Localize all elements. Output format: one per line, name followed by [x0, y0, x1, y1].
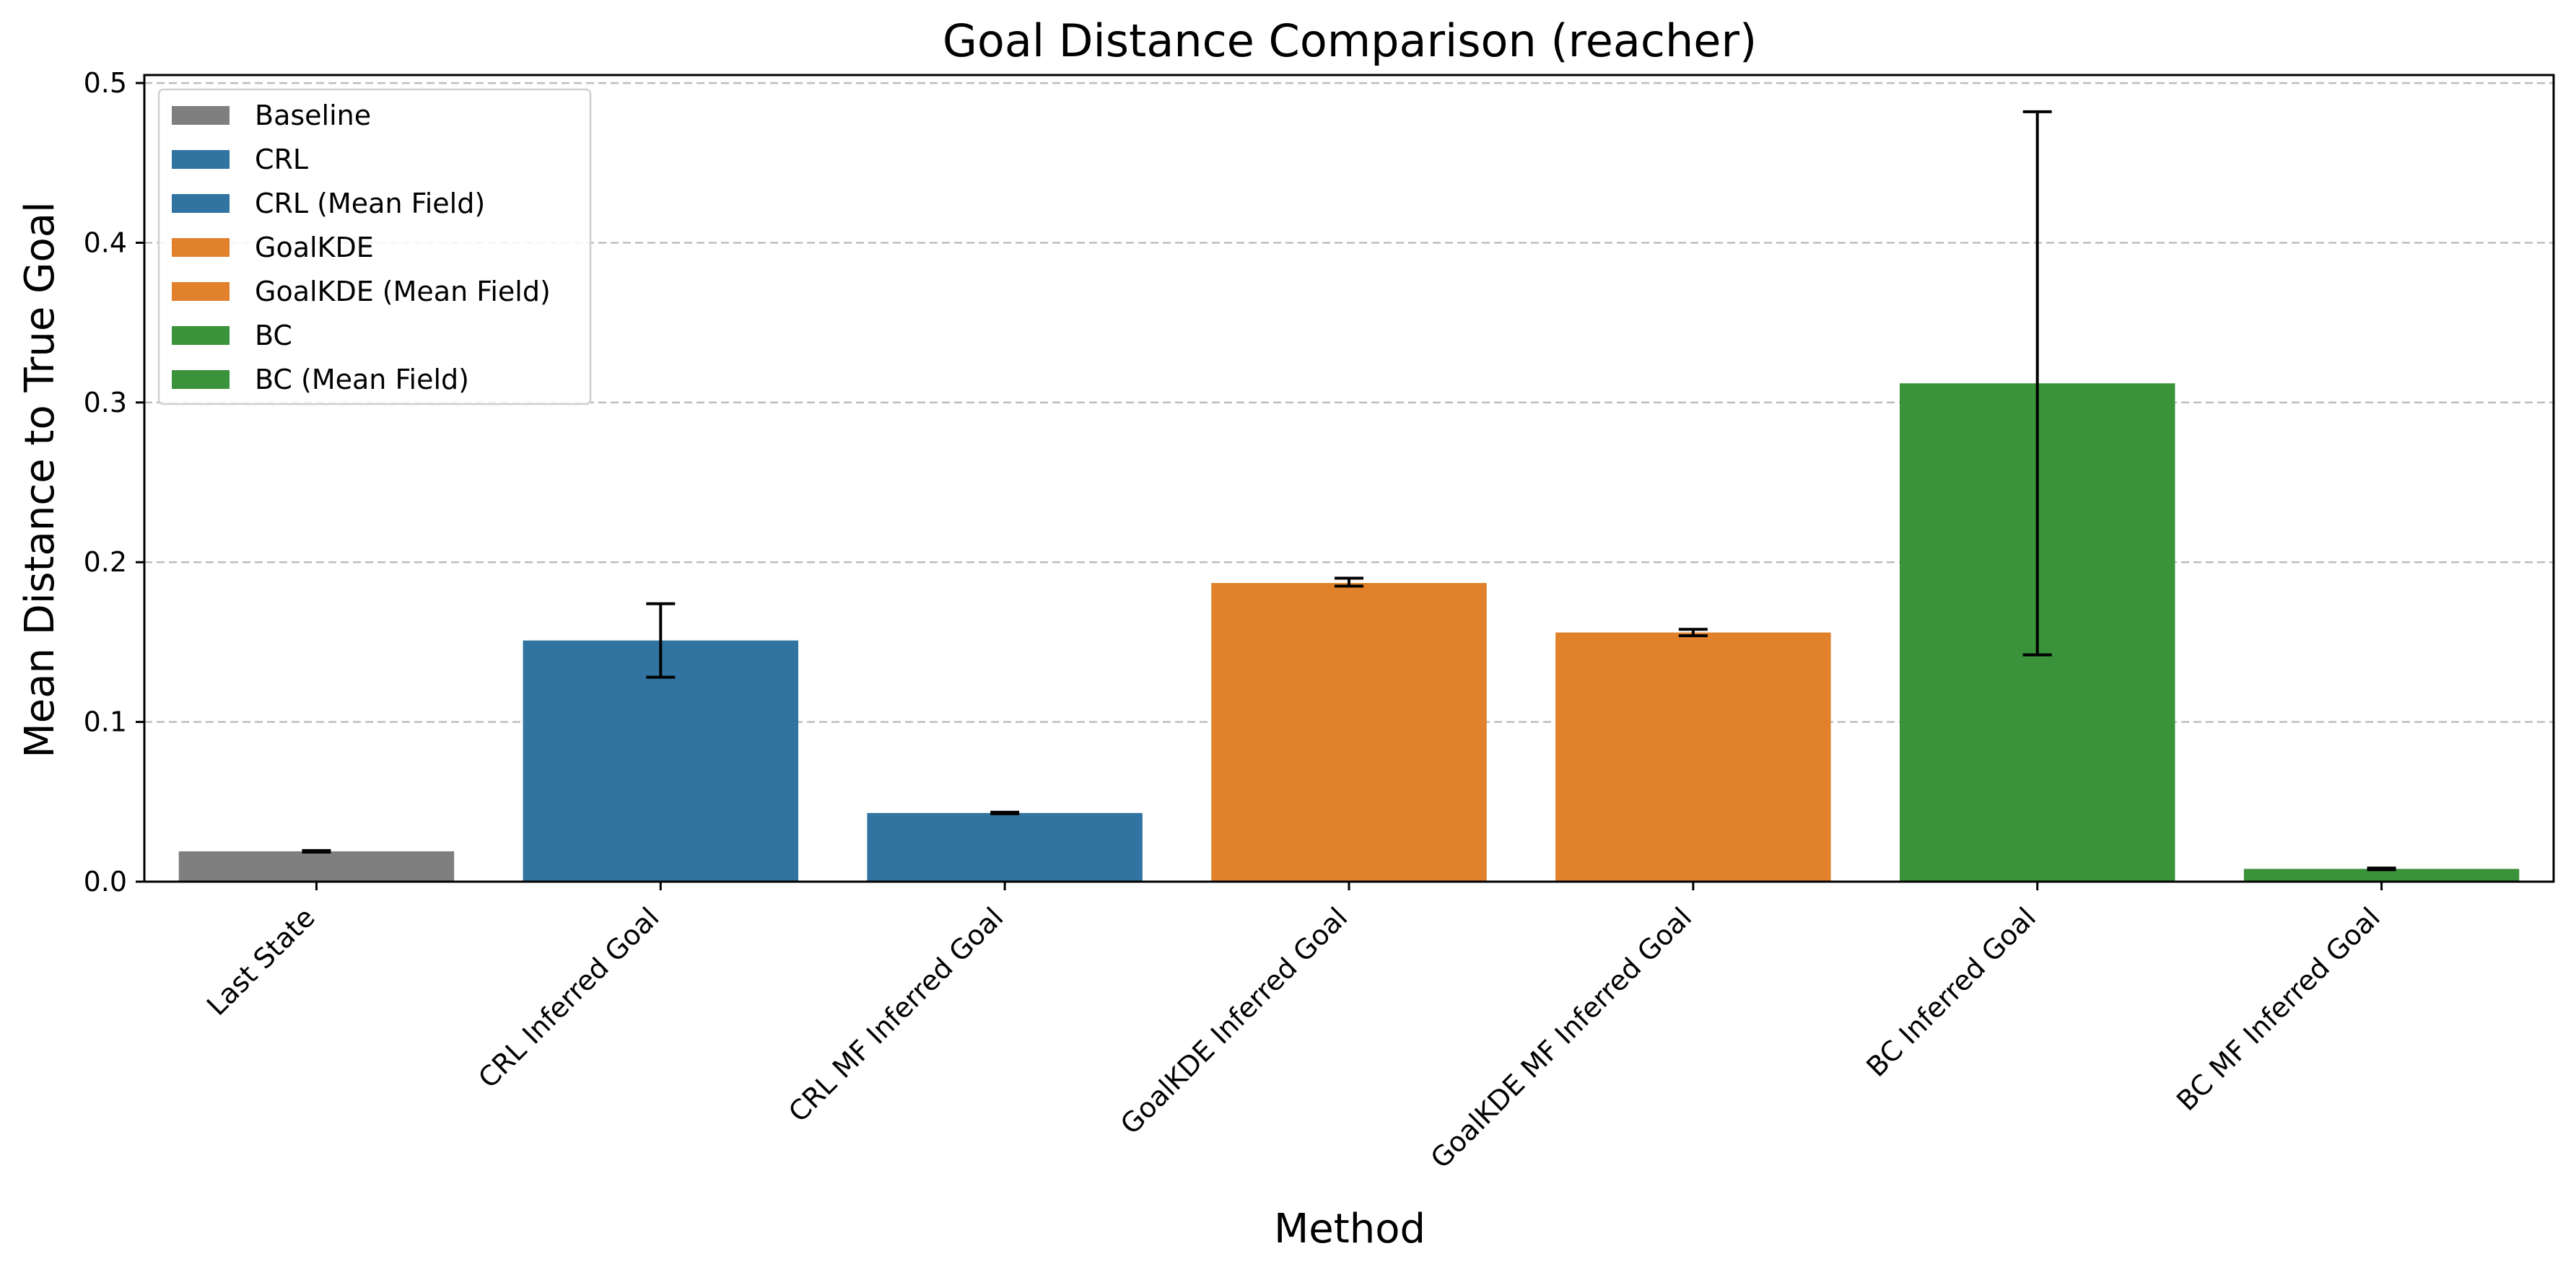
legend-swatch — [172, 150, 230, 169]
y-tick-label: 0.2 — [84, 546, 127, 578]
bar — [1211, 583, 1487, 882]
x-tick-label: CRL MF Inferred Goal — [782, 901, 1010, 1128]
x-tick-label: CRL Inferred Goal — [472, 901, 665, 1094]
error-bars — [302, 110, 2396, 872]
bars — [178, 383, 2520, 882]
legend-box — [157, 88, 592, 405]
legend-label: CRL (Mean Field) — [255, 188, 485, 219]
bar — [1555, 632, 1831, 882]
bar — [523, 640, 799, 882]
x-axis-label: Method — [1274, 1206, 1425, 1253]
legend-swatch — [172, 282, 230, 301]
legend-label: BC — [255, 320, 292, 351]
legend-swatch — [172, 194, 230, 213]
y-tick-label: 0.0 — [84, 866, 127, 898]
legend-label: Baseline — [255, 100, 371, 131]
bar — [867, 812, 1143, 882]
y-tick-label: 0.5 — [84, 67, 127, 99]
y-axis-ticks: 0.0 0.1 0.2 0.3 0.4 0.5 — [84, 67, 144, 898]
legend-swatch — [172, 238, 230, 257]
legend-swatch — [172, 326, 230, 345]
chart-title: Goal Distance Comparison (reacher) — [943, 14, 1757, 67]
y-tick-label: 0.4 — [84, 227, 127, 258]
bar — [2243, 869, 2520, 882]
legend-label: GoalKDE (Mean Field) — [255, 276, 551, 307]
legend-swatch — [172, 106, 230, 125]
legend: Baseline CRL CRL (Mean Field) GoalKDE GoalKD… — [157, 88, 592, 405]
y-axis-label: Mean Distance to True Goal — [17, 201, 64, 758]
bar — [178, 851, 455, 882]
legend-swatch — [172, 370, 230, 389]
legend-label: GoalKDE — [255, 232, 374, 263]
x-tick-label: GoalKDE Inferred Goal — [1114, 901, 1353, 1140]
x-axis-ticks: Last State CRL Inferred Goal CRL MF Inferr… — [201, 882, 2386, 1175]
x-tick-label: BC Inferred Goal — [1860, 901, 2042, 1083]
y-tick-label: 0.1 — [84, 706, 127, 738]
legend-label: CRL — [255, 144, 308, 175]
x-tick-label: GoalKDE MF Inferred Goal — [1425, 901, 1698, 1175]
y-tick-label: 0.3 — [84, 387, 127, 418]
x-tick-label: BC MF Inferred Goal — [2170, 901, 2386, 1117]
x-tick-label: Last State — [201, 901, 321, 1022]
legend-label: BC (Mean Field) — [255, 364, 469, 395]
